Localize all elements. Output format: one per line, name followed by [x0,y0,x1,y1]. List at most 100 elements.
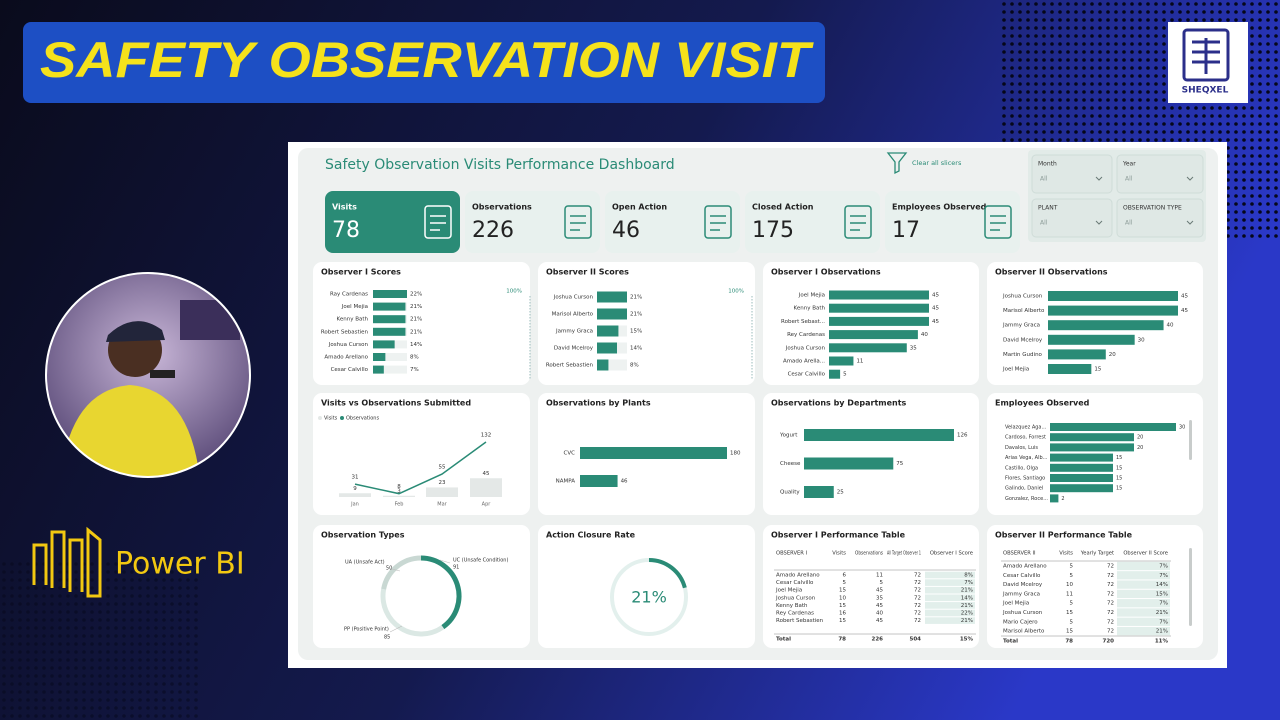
card-title: Observations by Departments [771,399,907,408]
card-title: Observation Types [321,531,405,540]
bar [1050,463,1113,472]
slicer[interactable] [1116,154,1204,194]
column-header: Visits [1059,551,1073,557]
category-label: Cesar Calvillo [331,367,369,373]
table-cell: 72 [914,580,921,586]
slicer-value: All [1125,220,1133,227]
table-cell: 16 [839,611,846,617]
bar [373,365,384,374]
bar [373,353,386,361]
score-cell [925,602,975,609]
card-title: Observer II Performance Table [995,531,1133,540]
table-cell: Marisol Alberto [1003,629,1045,635]
score-cell [1117,589,1170,599]
slicer-value: All [1040,220,1048,227]
table-cell: 6 [843,573,847,579]
table-cell: 15 [839,618,846,624]
value-label: 46 [621,479,628,485]
value-label: 23 [439,480,446,486]
table-cell: 5 [1070,573,1074,579]
column-header: Observer I Score [930,551,973,557]
kpi-icon [570,215,586,231]
value-label: 9 [353,486,357,492]
card [538,262,755,385]
kpi-icon [844,205,872,239]
kpi-icon [850,215,866,231]
table-cell: 15 [1066,610,1073,616]
score-cell [925,579,975,586]
slicer[interactable] [1031,154,1113,194]
bar [1050,484,1113,493]
slice-label: UC (Unsafe Condition) [453,558,508,564]
bar [470,478,502,497]
score-cell [1117,561,1170,571]
table-total: 15% [960,637,974,643]
bar [804,429,954,441]
slicer[interactable] [1116,198,1204,238]
category-label: Flores, Santiago [1005,476,1045,482]
kpi-value: 46 [612,218,640,243]
slicer-label: OBSERVATION TYPE [1123,205,1182,212]
value-label: 8 [397,484,401,490]
table-cell: 35 [876,595,883,601]
value-label: 45 [1181,308,1188,314]
category-label: Cheese [780,461,801,467]
value-label: 11 [856,359,863,365]
table-cell: Amado Arellano [776,573,820,579]
value-label: 15 [1116,465,1122,471]
category-label: Amado Arella... [783,359,825,365]
bar [339,493,371,497]
category-label: Robert Sebastien [546,363,594,369]
category-label: Davalos, Luis [1005,445,1038,451]
bar [426,487,458,497]
bar [383,495,415,497]
bar [829,343,907,353]
score-cell [1117,571,1170,580]
table-cell: Joshua Curson [775,595,816,601]
slicer[interactable] [1031,198,1113,238]
table-cell: 22% [961,611,973,617]
banner-title: SAFETY OBSERVATION VISIT [40,32,815,88]
table-cell: 10 [1066,582,1073,588]
slice-value: 85 [384,635,390,641]
table-cell: 10 [839,595,846,601]
card-title: Observer I Observations [771,268,881,277]
table-cell: 72 [914,603,921,609]
table-cell: David Mcelroy [1003,582,1043,588]
powerbi-icon [32,526,102,598]
table-cell: Amado Arellano [1003,564,1047,570]
card-title: Observer II Scores [546,268,629,277]
brand-text: Power BI [115,547,245,582]
photo-frame [45,272,251,478]
bar [1050,433,1134,442]
category-label: Arias Vega, Alb... [1005,455,1048,461]
value-label: 15 [1116,455,1122,461]
target-label: 100% [506,289,522,295]
clear-slicers[interactable]: Clear all slicers [912,159,962,167]
table-cell: 7% [1159,619,1168,625]
table-cell: 5 [1070,601,1074,607]
table-cell: Robert Sebastien [776,618,824,624]
value-label: 20 [1137,435,1143,441]
category-label: Galindo, Daniel [1005,486,1043,492]
value-label: 15 [1116,476,1122,482]
bar [1050,494,1059,503]
kpi-label: Observations [472,203,532,212]
table-cell: 15 [1066,629,1073,635]
bar [829,290,929,300]
card-title: Observer I Performance Table [771,531,906,540]
table-cell: 72 [914,573,921,579]
bar-track [597,359,627,371]
table-cell: 72 [1107,629,1114,635]
score-cell [925,586,975,594]
legend-label: Observations [346,416,379,422]
card [538,525,755,648]
scrollbar [1189,548,1192,626]
value-label: 21% [630,312,642,318]
value-label: 14% [630,346,642,352]
score-cell [925,594,975,602]
kpi-icon [424,205,452,239]
category-label: David Mcelroy [1003,337,1043,343]
table-cell: 72 [914,611,921,617]
